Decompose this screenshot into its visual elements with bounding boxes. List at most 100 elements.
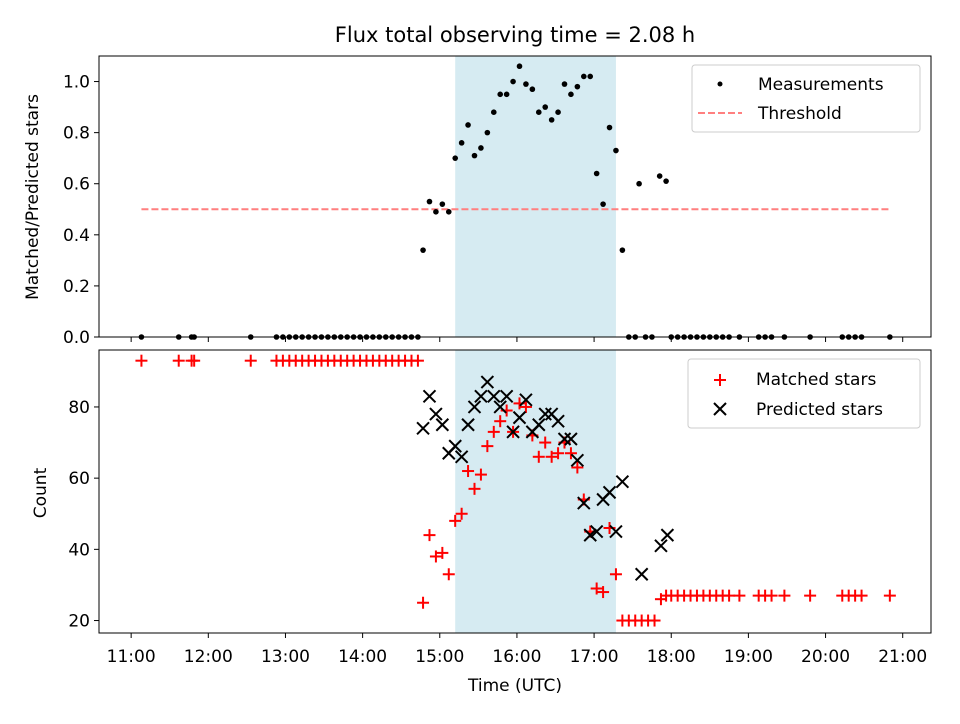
predicted-star-point: [634, 567, 649, 581]
matched-star-point: [519, 400, 532, 413]
measurement-point: [497, 91, 504, 98]
predicted-star-point: [654, 539, 668, 553]
matched-star-point: [494, 415, 507, 428]
x-tick-label: 15:00: [415, 647, 464, 667]
predicted-star-point: [480, 375, 495, 389]
predicted-star-point: [506, 425, 520, 439]
legend-label-matched: Matched stars: [756, 370, 876, 390]
top-legend: Measurements Threshold: [691, 64, 921, 133]
matched-star-point: [855, 589, 868, 602]
legend-marker-predicted: [713, 402, 727, 416]
predicted-star-point: [512, 410, 527, 425]
measurement-point: [535, 109, 542, 115]
measurement-point: [433, 209, 439, 215]
measurement-point: [606, 124, 613, 131]
matched-star-point: [571, 461, 584, 474]
matched-star-point: [545, 450, 558, 463]
measurement-point: [420, 247, 426, 253]
top-y-tick-label: 0.6: [63, 175, 90, 195]
x-tick-label: 19:00: [724, 647, 773, 667]
matched-star-point: [609, 568, 622, 581]
measurement-point: [471, 152, 478, 159]
measurement-point: [613, 147, 619, 154]
legend-label-threshold: Threshold: [757, 104, 842, 124]
measurement-point: [656, 173, 663, 179]
bottom-y-tick-label: 60: [68, 469, 90, 489]
measurement-point: [548, 117, 555, 123]
predicted-star-point: [519, 393, 533, 407]
x-tick-label: 13:00: [261, 647, 310, 667]
predicted-star-point: [499, 389, 514, 403]
predicted-star-point: [532, 418, 546, 432]
bottom-y-tick-label: 80: [68, 398, 90, 418]
matched-star-point: [411, 354, 424, 367]
predicted-star-point: [570, 453, 585, 468]
matched-star-point: [804, 589, 817, 602]
legend-label-predicted: Predicted stars: [756, 400, 883, 420]
top-y-tick-label: 1.0: [63, 73, 90, 93]
matched-star-point: [883, 589, 896, 602]
measurement-point: [452, 155, 459, 161]
x-tick-label: 18:00: [647, 647, 696, 667]
x-tick-label: 14:00: [338, 647, 387, 667]
top-panel: 0.0 0.2 0.4 0.6 0.8 1.0 Flux total observing …: [23, 23, 932, 348]
measurement-point: [510, 78, 516, 85]
measurement-point: [580, 73, 587, 80]
matched-stars-points: [135, 354, 896, 627]
measurement-point: [478, 145, 484, 151]
matched-star-point: [481, 440, 494, 453]
predicted-star-point: [448, 439, 462, 453]
matched-star-point: [135, 354, 148, 367]
predicted-star-point: [416, 421, 430, 436]
top-legend-box: [691, 64, 921, 133]
matched-star-point: [778, 589, 791, 602]
x-tick-label: 12:00: [184, 647, 233, 667]
predicted-star-point: [493, 400, 507, 414]
matched-star-point: [487, 425, 500, 438]
top-highlight-span: [455, 56, 616, 337]
predicted-star-point: [589, 524, 604, 539]
top-axes-frame: [98, 55, 932, 338]
measurement-point: [561, 81, 568, 87]
predicted-star-point: [609, 524, 623, 539]
predicted-star-point: [429, 407, 443, 421]
bottom-x-ticks: 11:00 12:00 13:00 14:00 15:00 16:00 17:00 18:00…: [107, 633, 927, 667]
bottom-legend-box: [687, 358, 921, 429]
measurement-point: [587, 73, 594, 80]
predicted-star-point: [487, 389, 501, 403]
matched-star-point: [417, 596, 430, 609]
measurement-point: [516, 63, 523, 70]
matched-star-point: [733, 589, 746, 602]
matched-star-point: [244, 354, 257, 367]
predicted-star-point: [557, 432, 572, 446]
bottom-legend: Matched stars Predicted stars: [687, 358, 921, 429]
matched-star-point: [429, 550, 442, 563]
bottom-y-axis-label: Count: [31, 467, 51, 518]
matched-star-point: [590, 582, 603, 595]
measurement-point: [426, 198, 433, 205]
matched-star-point: [597, 586, 610, 599]
measurement-point: [484, 129, 491, 136]
legend-marker-matched: [714, 374, 726, 386]
measurement-point: [663, 178, 669, 184]
matched-star-point: [449, 514, 462, 527]
matched-star-point: [172, 354, 185, 367]
measurement-point: [503, 91, 510, 98]
matched-star-point: [436, 546, 449, 559]
matched-star-point: [532, 450, 545, 463]
matched-star-point: [765, 589, 778, 602]
matched-star-point: [455, 507, 468, 520]
legend-marker-measurements: [717, 81, 723, 87]
measurement-point: [490, 109, 497, 115]
predicted-star-point: [461, 418, 475, 432]
matched-star-point: [564, 447, 577, 460]
predicted-star-point: [615, 475, 630, 489]
measurement-point: [636, 180, 642, 187]
top-y-tick-label: 0.8: [63, 124, 90, 144]
x-tick-label: 17:00: [570, 647, 619, 667]
measurement-point: [523, 81, 529, 87]
predicted-star-point: [602, 485, 617, 500]
matched-star-point: [188, 354, 201, 367]
top-y-tick-label: 0.4: [63, 226, 90, 246]
measurement-point: [568, 91, 574, 98]
